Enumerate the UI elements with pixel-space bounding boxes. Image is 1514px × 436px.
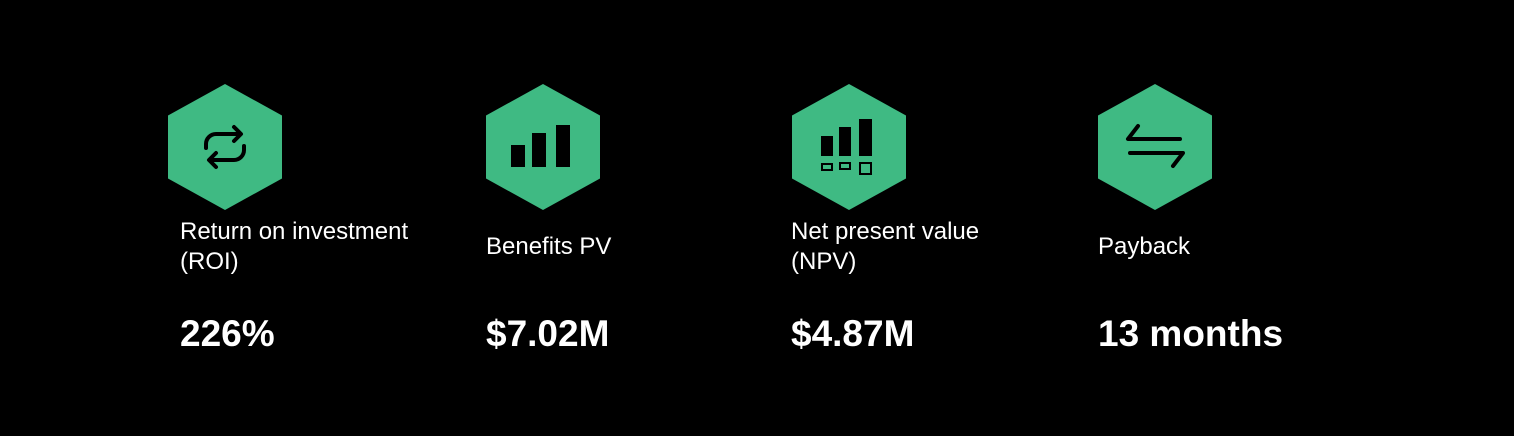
benefits-icon [486,84,600,210]
npv-icon [792,84,906,210]
metric-label: Benefits PV [486,217,611,277]
label-line: Return on investment [180,218,409,245]
metric-label: Net present value (NPV) [791,217,979,277]
metric-value: $7.02M [486,313,610,354]
metric-label: Return on investment (ROI) [180,217,408,277]
label-line: Payback [1098,233,1191,260]
label-line: Net present value [791,218,980,245]
metric-value: 13 months [1098,313,1284,354]
roi-icon [168,84,282,210]
metric-value: $4.87M [791,313,915,354]
metric-label: Payback [1098,217,1190,277]
label-line: Benefits PV [486,233,612,260]
label-line: (NPV) [791,248,857,275]
payback-icon [1098,84,1212,210]
metric-value: 226% [180,313,275,354]
label-line: (ROI) [180,248,239,275]
